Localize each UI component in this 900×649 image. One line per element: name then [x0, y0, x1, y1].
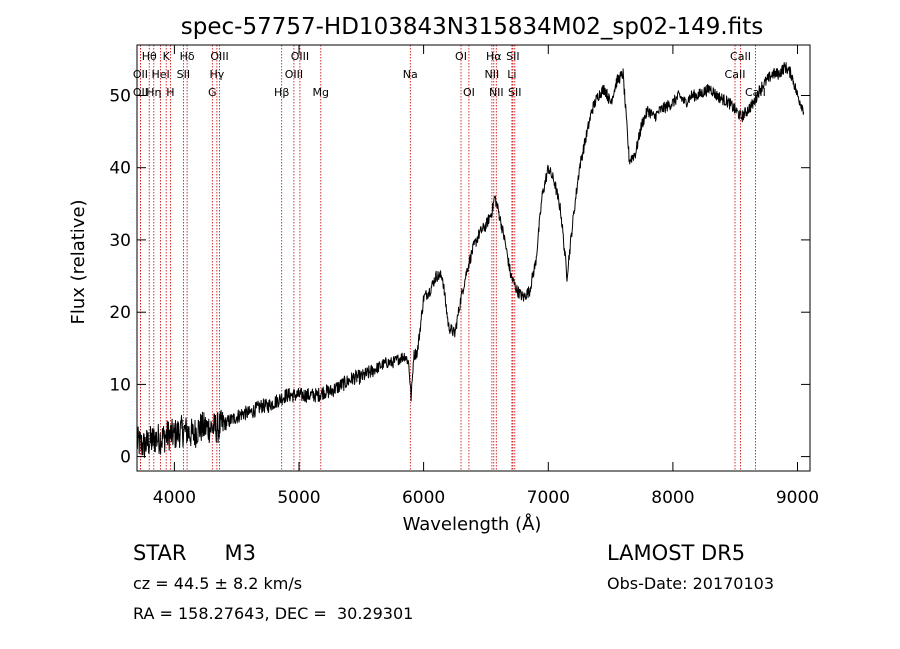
line-label: Na: [403, 68, 418, 81]
line-label: Hη: [146, 86, 161, 99]
y-tick-label: 20: [109, 303, 131, 323]
line-label: OIII: [285, 68, 303, 81]
x-tick-label: 5000: [277, 488, 320, 508]
line-label: CaII: [725, 68, 746, 81]
x-tick-label: 6000: [402, 488, 445, 508]
line-label: OIII: [291, 50, 309, 63]
x-axis-label: Wavelength (Å): [403, 513, 542, 535]
x-axis: 4000 5000 6000 7000 8000 9000: [153, 45, 819, 508]
object-class: STAR M3: [133, 541, 256, 565]
line-markers: [139, 45, 756, 471]
line-label: NII: [489, 86, 504, 99]
line-label: HeI: [151, 68, 169, 81]
line-label: SII: [508, 86, 521, 99]
spectrum-series: [136, 62, 805, 458]
x-tick-label: 8000: [651, 488, 694, 508]
line-label: Mg: [313, 86, 329, 99]
line-label: SII: [177, 68, 190, 81]
line-label: OI: [463, 86, 475, 99]
line-label: Hδ: [180, 50, 195, 63]
line-label: OII: [133, 68, 148, 81]
y-tick-label: 10: [109, 375, 131, 395]
line-label: G: [208, 86, 217, 99]
obs-date: Obs-Date: 20170103: [607, 574, 775, 593]
y-axis-label: Flux (relative): [68, 199, 89, 324]
subclass-label: M3: [224, 541, 256, 565]
y-axis: 0 10 20 30 40 50: [109, 87, 810, 468]
y-tick-label: 0: [120, 448, 131, 468]
spectrum-line: [136, 62, 805, 458]
line-label: Hγ: [210, 68, 225, 81]
line-label: CaII: [730, 50, 751, 63]
line-label: SII: [506, 50, 519, 63]
line-label: K: [163, 50, 171, 63]
line-label: Hθ: [142, 50, 157, 63]
line-label: NII: [485, 68, 500, 81]
line-label: OI: [455, 50, 467, 63]
class-label: STAR: [133, 541, 187, 565]
x-tick-label: 7000: [527, 488, 570, 508]
y-tick-label: 40: [109, 159, 131, 179]
x-tick-label: 9000: [776, 488, 819, 508]
y-tick-label: 50: [109, 87, 131, 107]
redshift-readout: cz = 44.5 ± 8.2 km/s: [133, 574, 303, 593]
survey-label: LAMOST DR5: [607, 541, 746, 565]
x-tick-label: 4000: [153, 488, 196, 508]
y-tick-label: 30: [109, 231, 131, 251]
line-label: OIII: [210, 50, 228, 63]
line-label: Hα: [486, 50, 502, 63]
plot-frame: [136, 44, 811, 472]
chart-title: spec-57757-HD103843N315834M02_sp02-149.f…: [181, 14, 763, 40]
line-label: H: [166, 86, 174, 99]
line-label: Hβ: [274, 86, 289, 99]
coordinates: RA = 158.27643, DEC = 30.29301: [133, 604, 414, 623]
line-label: Li: [507, 68, 516, 81]
